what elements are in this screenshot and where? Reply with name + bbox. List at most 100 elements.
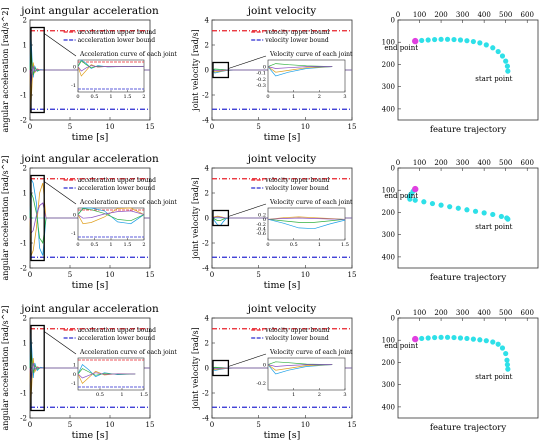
inset-series-line-1	[267, 364, 333, 375]
x-tick-label: 10	[106, 271, 115, 279]
zoom-box	[212, 359, 230, 377]
inset-x-tick-label: 1.5	[124, 242, 132, 248]
x-tick-label: 600	[521, 11, 534, 19]
y-tick-label: 0	[391, 315, 395, 323]
feature-point	[425, 37, 431, 43]
inset-x-tick-label: 2	[318, 94, 321, 100]
inset-frame	[77, 207, 145, 241]
x-tick-label: 0	[210, 271, 214, 279]
y-tick-label: 0	[205, 365, 209, 373]
y-tick-label: -2	[202, 92, 209, 100]
y-tick-label: 400	[382, 253, 395, 261]
inset-series-line-2	[267, 216, 346, 220]
inset-x-tick-label: 0.5	[91, 94, 99, 100]
inset-series-line-4	[267, 217, 346, 220]
feature-point	[451, 334, 457, 341]
inset-y-tick-label: -0.2	[256, 77, 266, 83]
inset-label: Velocity curve of each joint	[269, 349, 353, 356]
y-tick-label: 100	[382, 39, 395, 47]
feature-point	[470, 336, 476, 342]
inset-series-line-1	[77, 364, 136, 378]
end-point-label: end point	[384, 192, 418, 200]
y-axis-label: joint velocity [rad/s]	[191, 29, 200, 111]
y-tick-label: -4	[202, 117, 209, 125]
x-tick-label: 5	[256, 123, 260, 131]
x-tick-label: 0	[396, 11, 400, 19]
inset-y-tick-label: 0	[73, 372, 76, 378]
feature-point	[495, 48, 501, 55]
y-axis-label: joint velocity [rad/s]	[191, 177, 200, 259]
x-axis-label: feature trajectory	[430, 273, 506, 283]
end-point-marker	[412, 185, 419, 193]
x-axis-label: feature trajectory	[430, 423, 506, 433]
inset-x-tick-label: 0	[266, 94, 269, 100]
inset-x-tick-label: 1.5	[341, 242, 349, 248]
inset-series-line-2	[267, 364, 333, 371]
feature-point	[503, 58, 509, 64]
x-tick-label: 5	[68, 123, 72, 131]
x-tick-label: 0	[396, 309, 400, 317]
x-tick-label: 0	[396, 159, 400, 167]
inset-x-tick-label: 2	[142, 242, 145, 248]
feature-point	[438, 36, 444, 42]
x-tick-label: 400	[477, 159, 490, 167]
x-tick-label: 300	[456, 159, 469, 167]
inset-label: Acceleration curve of each joint	[79, 349, 177, 356]
y-tick-label: -2	[202, 240, 209, 248]
y-tick-label: -1	[20, 240, 27, 248]
x-tick-label: 200	[434, 309, 447, 317]
inset-y-tick-label: -0.3	[256, 83, 266, 89]
x-tick-label: 100	[413, 309, 426, 317]
inset-label: Acceleration curve of each joint	[79, 199, 177, 206]
inset-x-tick-label: 0.5	[91, 242, 99, 248]
inset-frame	[267, 59, 346, 93]
y-tick-label: -2	[20, 265, 27, 273]
inset-series-line-4	[77, 372, 136, 379]
inset-arrow	[228, 353, 267, 367]
inset-y-tick-label: 0.2	[258, 212, 266, 218]
y-tick-label: 2	[205, 42, 209, 50]
inset-y-tick-label: -0.6	[256, 231, 266, 237]
zoom-box	[212, 61, 230, 79]
feature-point	[457, 37, 464, 43]
start-point-label: start point	[475, 223, 512, 231]
feature-point	[419, 37, 425, 44]
x-tick-label: 400	[477, 11, 490, 19]
feature-point	[464, 335, 470, 342]
y-axis-label: angular acceleration [rad/s^2]	[1, 305, 10, 430]
x-axis-label: time [s]	[72, 132, 109, 143]
legend-entry: velocity upper bound	[264, 177, 330, 184]
inset-y-tick-label: -1	[71, 231, 76, 237]
feature-point	[472, 208, 479, 214]
inset-series-line-3	[267, 218, 346, 223]
inset-frame	[77, 59, 145, 93]
inset-frame	[267, 207, 346, 241]
feature-point	[421, 199, 427, 205]
feature-point	[504, 362, 511, 368]
y-tick-label: 0	[391, 17, 395, 25]
y-tick-label: 100	[382, 187, 395, 195]
x-tick-label: 15	[146, 123, 155, 131]
feature-point	[505, 216, 511, 222]
legend-entry: acceleration lower bound	[78, 185, 156, 192]
inset-series-line-1	[267, 218, 346, 230]
joint-series-line-4	[211, 216, 352, 219]
inset-y-tick-label: -0.4	[256, 227, 266, 233]
x-tick-label: 10	[301, 421, 310, 429]
feature-point	[438, 334, 444, 340]
feature-point	[425, 335, 431, 341]
inset-label: Acceleration curve of each joint	[79, 51, 177, 58]
y-tick-label: 2	[23, 165, 27, 173]
end-point-label: end point	[384, 342, 418, 350]
inset-y-tick-label: 0	[73, 212, 76, 218]
y-tick-label: 200	[382, 61, 395, 69]
feature-point	[444, 334, 451, 340]
inset-arrow	[44, 33, 77, 57]
x-axis-label: time [s]	[72, 430, 109, 441]
inset-series-line-4	[267, 66, 333, 69]
inset-y-tick-label: 0	[73, 64, 76, 70]
x-tick-label: 5	[68, 421, 72, 429]
inset-y-tick-label: 0	[263, 362, 266, 368]
inset-y-tick-label: -0.1	[256, 71, 266, 77]
